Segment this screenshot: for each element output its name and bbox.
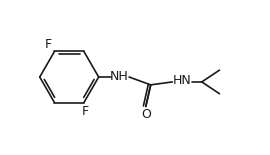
Text: NH: NH (110, 70, 129, 82)
Text: HN: HN (173, 74, 191, 87)
Text: O: O (141, 108, 151, 121)
Text: F: F (81, 105, 89, 118)
Text: F: F (45, 38, 52, 51)
